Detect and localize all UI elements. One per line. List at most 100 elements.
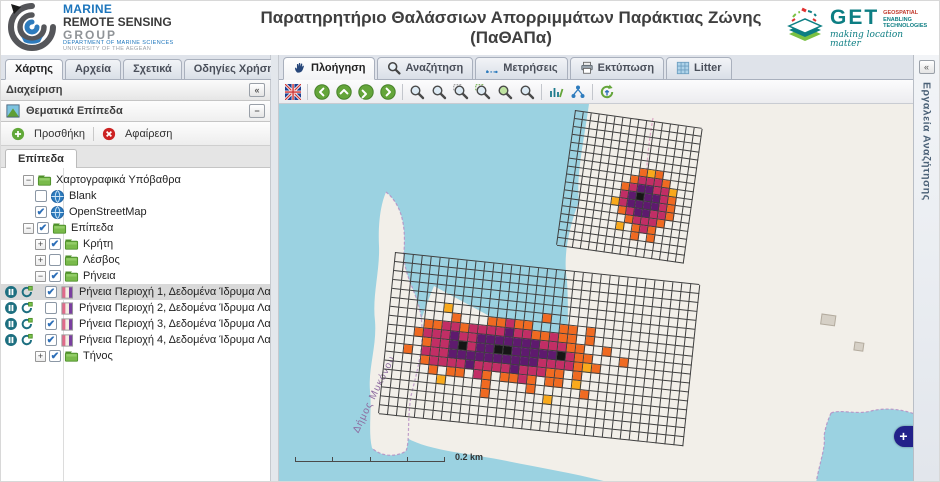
map-tab-Μετρήσεις[interactable]: Μετρήσεις [475, 57, 568, 80]
tree-node[interactable]: + Λέσβος [1, 252, 270, 268]
tree-node-label: Χαρτογραφικά Υπόβαθρα [56, 174, 181, 186]
body: Χάρτης Αρχεία Σχετικά Οδηγίες Χρήσης Διαχεί… [1, 55, 939, 481]
get-logo: GET GEOSPATIAL ENABLING TECHNOLOGIES making… [783, 7, 933, 50]
pan-south-icon[interactable] [356, 82, 376, 102]
tree-node[interactable]: − ✔ Επίπεδα [1, 220, 270, 236]
map-panel: Πλοήγηση Αναζήτηση Μετρήσεις Εκτύπωση Litter… [279, 55, 913, 481]
main-tab-Σχετικά[interactable]: Σχετικά [123, 59, 182, 80]
remove-layer-button[interactable]: Αφαίρεση [98, 125, 176, 143]
layer-info-icon[interactable] [4, 333, 18, 347]
mrsg-swirl-icon [7, 2, 57, 55]
layer-checkbox[interactable]: ✔ [45, 318, 57, 330]
get-logo-text: GET GEOSPATIAL ENABLING TECHNOLOGIES making… [830, 7, 933, 50]
tree-node[interactable]: + ✔ Τήνος [1, 348, 270, 364]
pan-north-icon[interactable] [334, 82, 354, 102]
grid-cell [675, 254, 685, 264]
tree-node[interactable]: ✔ Ρήνεια Περιοχή 3, Δεδομένα Ίδρυμα Λασκα… [1, 316, 270, 332]
zoom-extent-icon[interactable] [495, 82, 515, 102]
layer-checkbox[interactable]: ✔ [37, 222, 49, 234]
layer-checkbox[interactable]: ✔ [45, 334, 57, 346]
layer-checkbox[interactable] [49, 254, 61, 266]
network-icon[interactable] [568, 82, 588, 102]
expand-node-toggle[interactable]: + [35, 350, 46, 362]
map-tab-Πλοήγηση[interactable]: Πλοήγηση [283, 57, 376, 80]
map-tab-label: Πλοήγηση [311, 62, 366, 74]
pan-east-icon[interactable] [378, 82, 398, 102]
map-tab-label: Εκτύπωση [597, 62, 655, 74]
tree-node[interactable]: ✔ OpenStreetMap [1, 204, 270, 220]
main-tab-Οδηγίες Χρήσης[interactable]: Οδηγίες Χρήσης [183, 59, 290, 80]
expand-right-panel-button[interactable]: « [918, 60, 935, 74]
main-tab-Χάρτης[interactable]: Χάρτης [5, 59, 63, 80]
zoom-in-icon[interactable] [407, 82, 427, 102]
layer-refresh-icon[interactable] [20, 317, 34, 331]
layers-toolbar: Προσθήκη Αφαίρεση [1, 122, 270, 146]
layer-checkbox[interactable] [35, 190, 47, 202]
zoom-out-icon[interactable] [429, 82, 449, 102]
tree-node[interactable]: ✔ Ρήνεια Περιοχή 4, Δεδομένα Ίδρυμα Λασκα… [1, 332, 270, 348]
building-footprint [853, 341, 865, 352]
coordinates-icon[interactable] [546, 82, 566, 102]
get-subtitle: GEOSPATIAL ENABLING TECHNOLOGIES [883, 7, 927, 31]
tab-layers[interactable]: Επίπεδα [5, 149, 77, 168]
layer-info-icon[interactable] [4, 285, 18, 299]
zoom-box-out-icon[interactable] [473, 82, 493, 102]
zoom-previous-icon[interactable] [517, 82, 537, 102]
pan-hand-icon [293, 61, 307, 75]
tree-node[interactable]: − Χαρτογραφικά Υπόβαθρα [1, 172, 270, 188]
collapse-node-toggle[interactable]: − [23, 174, 34, 186]
tree-node[interactable]: Ρήνεια Περιοχή 2, Δεδομένα Ίδρυμα Λασκαρ… [1, 300, 270, 316]
print-icon [580, 61, 594, 75]
tree-node-label: OpenStreetMap [69, 206, 147, 218]
layer-checkbox[interactable]: ✔ [35, 206, 47, 218]
tree-node-label: Κρήτη [83, 238, 114, 250]
layer-checkbox[interactable] [45, 302, 57, 314]
bay-bottom-right [816, 409, 913, 481]
map-tab-Αναζήτηση[interactable]: Αναζήτηση [377, 57, 474, 80]
get-sub2: ENABLING [883, 16, 912, 23]
toolbar-separator [307, 83, 308, 100]
map-canvas[interactable]: Δήμος Μυκόνου 0.2 km + [279, 104, 913, 481]
expand-node-toggle[interactable]: + [35, 238, 46, 250]
layer-refresh-icon[interactable] [20, 285, 34, 299]
main-tab-Αρχεία[interactable]: Αρχεία [64, 59, 122, 80]
litter-icon [676, 61, 690, 75]
layer-info-icon[interactable] [4, 317, 18, 331]
uk-flag-icon[interactable] [283, 82, 303, 102]
rineia-grid-south [378, 252, 701, 447]
collapse-node-toggle[interactable]: − [35, 270, 46, 282]
layer-checkbox[interactable]: ✔ [45, 286, 57, 298]
layer-checkbox[interactable]: ✔ [49, 238, 61, 250]
pan-west-icon[interactable] [312, 82, 332, 102]
map-tab-Εκτύπωση[interactable]: Εκτύπωση [569, 57, 665, 80]
refresh-icon[interactable] [597, 82, 617, 102]
collapse-node-toggle[interactable]: − [23, 222, 34, 234]
search-tools-panel-collapsed: « Εργαλεία Αναζήτησης [913, 55, 939, 481]
add-layer-button[interactable]: Προσθήκη [7, 125, 89, 143]
layer-checkbox[interactable]: ✔ [49, 270, 61, 282]
zoom-box-in-icon[interactable] [451, 82, 471, 102]
tree-node[interactable]: + ✔ Κρήτη [1, 236, 270, 252]
layer-checkbox[interactable]: ✔ [49, 350, 61, 362]
add-feature-button[interactable]: + [894, 426, 913, 447]
management-title: Διαχείριση [6, 84, 63, 96]
org-line5: UNIVERSITY OF THE AEGEAN [63, 45, 152, 52]
collapse-layers-panel-button[interactable]: − [249, 104, 265, 118]
panel-splitter[interactable] [271, 55, 279, 481]
layer-info-icon[interactable] [4, 301, 18, 315]
header: MARINE REMOTE SENSING GROUP DEPARTMENT O… [1, 1, 939, 55]
layer-refresh-icon[interactable] [20, 333, 34, 347]
remove-layer-label: Αφαίρεση [124, 127, 173, 140]
layer-refresh-icon[interactable] [20, 301, 34, 315]
tree-node-label: Ρήνεια Περιοχή 3, Δεδομένα Ίδρυμα Λασκαρ… [79, 318, 270, 330]
folder-icon [64, 237, 79, 251]
expand-node-toggle[interactable]: + [35, 254, 46, 266]
collapse-left-panel-button[interactable]: « [249, 83, 265, 97]
remove-icon [102, 127, 117, 141]
tree-node[interactable]: ✔ Ρήνεια Περιοχή 1, Δεδομένα Ίδρυμα Λασκα… [1, 284, 270, 300]
tree-node[interactable]: Blank [1, 188, 270, 204]
map-tab-Litter[interactable]: Litter [666, 57, 732, 80]
main-tabs: Χάρτης Αρχεία Σχετικά Οδηγίες Χρήσης [1, 55, 290, 80]
tree-node[interactable]: − ✔ Ρήνεια [1, 268, 270, 284]
get-sub3: TECHNOLOGIES [883, 23, 928, 30]
